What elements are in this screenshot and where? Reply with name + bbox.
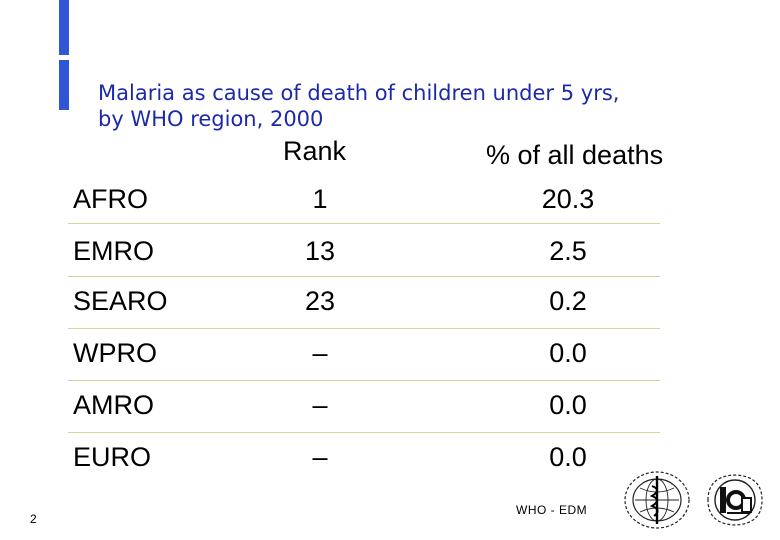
percent-cell: 20.3 (541, 184, 595, 214)
page-number: 2 (30, 512, 37, 526)
accent-bar-bottom (59, 60, 69, 110)
rank-cell: – (312, 338, 328, 368)
row-divider (68, 223, 660, 224)
table-row: EMRO 13 2.5 (0, 228, 780, 280)
region-cell: EURO (73, 442, 152, 472)
row-divider (68, 276, 660, 277)
header-percent: % of all deaths (486, 140, 664, 170)
footer-label: WHO - EDM (516, 503, 588, 517)
row-divider (68, 328, 660, 329)
region-cell: WPRO (73, 338, 157, 368)
edm-emblem-icon (707, 474, 763, 526)
percent-cell: 0.0 (549, 390, 587, 420)
percent-cell: 2.5 (549, 236, 587, 266)
percent-cell: 0.0 (549, 442, 587, 472)
region-cell: AFRO (73, 184, 149, 214)
percent-cell: 0.2 (549, 286, 587, 316)
row-divider (68, 380, 660, 381)
table-row: AFRO 1 20.3 (0, 176, 780, 228)
accent-bar-top (59, 0, 69, 55)
table-row: EURO – 0.0 (0, 436, 780, 488)
rank-cell: 1 (312, 184, 328, 214)
title-line-2: by WHO region, 2000 (98, 107, 324, 131)
header-rank: Rank (283, 136, 347, 166)
title-line-1: Malaria as cause of death of children un… (98, 81, 620, 105)
region-cell: SEARO (73, 286, 168, 316)
who-emblem-icon (624, 471, 690, 529)
rank-cell: – (312, 390, 328, 420)
region-cell: AMRO (73, 390, 154, 420)
row-divider (68, 432, 660, 433)
table-row: AMRO – 0.0 (0, 384, 780, 436)
rank-cell: – (312, 442, 328, 472)
region-cell: EMRO (73, 236, 154, 266)
slide-title: Malaria as cause of death of children un… (98, 80, 738, 132)
rank-cell: 23 (304, 286, 336, 316)
percent-cell: 0.0 (549, 338, 587, 368)
table-row: SEARO 23 0.2 (0, 280, 780, 332)
rank-cell: 13 (304, 236, 336, 266)
table-row: WPRO – 0.0 (0, 332, 780, 384)
